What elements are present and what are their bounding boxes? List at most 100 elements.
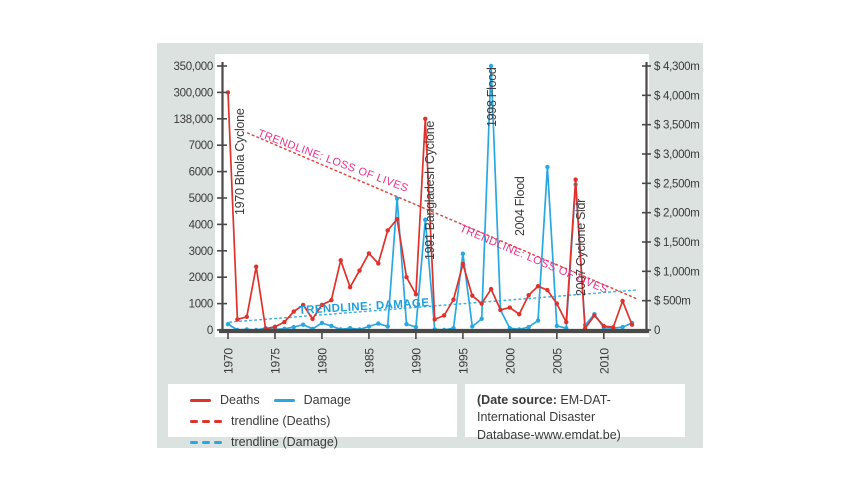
legend-label: trendline (Damage) — [231, 435, 338, 449]
deaths-marker — [357, 268, 362, 273]
left-axis-label: 4000 — [189, 219, 213, 231]
right-axis-label: $ 500m — [654, 296, 691, 308]
left-axis-label: 6000 — [189, 167, 213, 179]
deaths-marker — [601, 323, 606, 329]
legend-item-deaths: Deaths — [190, 393, 260, 407]
x-axis-label: 1975 — [268, 348, 282, 374]
deaths-marker — [432, 317, 437, 322]
deaths-marker — [413, 292, 419, 297]
deaths-marker — [394, 216, 400, 222]
damage-marker — [479, 316, 484, 322]
damage-marker — [488, 63, 494, 69]
damage-marker — [366, 324, 372, 329]
left-axis-label: 138,000 — [174, 114, 213, 126]
line-swatch — [273, 398, 295, 402]
dashed-line-swatch — [190, 440, 222, 444]
event-annotation: 1991 Bangladesh Cyclone — [423, 121, 437, 260]
right-axis-label: $ 4,000m — [654, 90, 700, 102]
damage-marker — [620, 324, 625, 330]
deaths-marker — [282, 319, 287, 325]
x-axis-label: 1985 — [362, 348, 376, 374]
damage-marker — [291, 324, 296, 330]
dashed-line-swatch — [190, 419, 222, 423]
deaths-marker — [253, 264, 259, 269]
left-axis-label: 350,000 — [174, 61, 213, 73]
damage-marker — [423, 217, 428, 222]
deaths-marker — [385, 228, 390, 233]
left-axis-label: 300,000 — [174, 87, 213, 99]
damage-marker — [319, 320, 325, 326]
damage-marker — [413, 324, 419, 330]
left-axis-label: 3000 — [189, 246, 213, 258]
deaths-marker — [460, 261, 466, 267]
source-text-line2: Database-www.emdat.be) — [477, 427, 621, 442]
deaths-marker — [404, 275, 409, 280]
damage-marker — [470, 324, 475, 329]
right-axis-label: $ 3,500m — [654, 120, 700, 132]
x-axis-label: 1995 — [456, 348, 470, 374]
x-axis-label: 1970 — [222, 348, 236, 374]
damage-marker — [300, 322, 306, 327]
source-label: (Date source: — [477, 393, 557, 407]
deaths-marker — [347, 285, 353, 290]
damage-marker — [526, 324, 531, 330]
deaths-marker — [451, 297, 456, 302]
deaths-marker — [507, 305, 513, 310]
deaths-marker — [329, 297, 334, 303]
x-axis-label: 1980 — [315, 348, 329, 374]
deaths-marker — [300, 302, 306, 308]
damage-marker — [554, 323, 560, 329]
legend-label: Damage — [303, 393, 351, 407]
legend-label: Deaths — [220, 393, 260, 407]
deaths-marker — [592, 313, 597, 318]
deaths-marker — [573, 177, 578, 182]
x-axis-label: 2010 — [597, 348, 611, 374]
damage-marker — [385, 324, 390, 329]
event-annotation: 2004 Flood — [513, 176, 527, 236]
deaths-marker — [545, 287, 550, 293]
legend-item-trendline-deaths-: trendline (Deaths) — [190, 414, 330, 428]
line-swatch — [190, 398, 211, 402]
deaths-marker — [319, 302, 325, 308]
right-axis-label: $ 4,300m — [654, 61, 700, 73]
right-axis-label: $ 2,500m — [654, 178, 700, 190]
deaths-marker — [517, 311, 522, 317]
legend-label: trendline (Deaths) — [231, 414, 331, 428]
event-annotation: 2007 Cyclone Sidr — [574, 199, 588, 296]
right-axis-label: $ 1,500m — [654, 237, 700, 249]
deaths-marker — [225, 90, 231, 95]
damage-marker — [535, 318, 541, 323]
legend-item-damage: Damage — [273, 393, 351, 407]
x-axis-label: 2005 — [550, 348, 564, 374]
x-axis-label: 1990 — [409, 348, 423, 374]
damage-marker — [376, 321, 381, 326]
deaths-marker — [488, 286, 494, 292]
damage-marker — [404, 321, 409, 327]
deaths-marker — [470, 293, 475, 298]
right-axis-label: $ 2,000m — [654, 208, 700, 220]
data-source-box: (Date source: EM-DAT-International Disas… — [465, 384, 685, 442]
left-axis-label: 7000 — [189, 140, 213, 152]
damage-marker — [545, 164, 550, 170]
damage-marker — [394, 196, 400, 201]
damage-marker — [225, 321, 231, 327]
left-axis-label: 1000 — [189, 299, 213, 311]
deaths-marker — [479, 301, 484, 306]
right-axis-label: $ 1,000m — [654, 266, 700, 278]
deaths-marker — [554, 301, 560, 306]
legend-item-trendline-damage-: trendline (Damage) — [190, 435, 338, 449]
right-axis-label: 0 — [654, 325, 660, 337]
deaths-marker — [564, 319, 569, 325]
event-annotation: 1970 Bhola Cyclone — [233, 108, 247, 215]
deaths-marker — [526, 292, 531, 298]
x-axis-label: 2000 — [503, 348, 517, 374]
deaths-marker — [244, 314, 249, 319]
right-axis-label: $ 3,000m — [654, 149, 700, 161]
deaths-marker — [310, 316, 315, 322]
deaths-marker — [291, 309, 296, 314]
deaths-marker — [498, 307, 503, 313]
deaths-marker — [610, 325, 616, 330]
